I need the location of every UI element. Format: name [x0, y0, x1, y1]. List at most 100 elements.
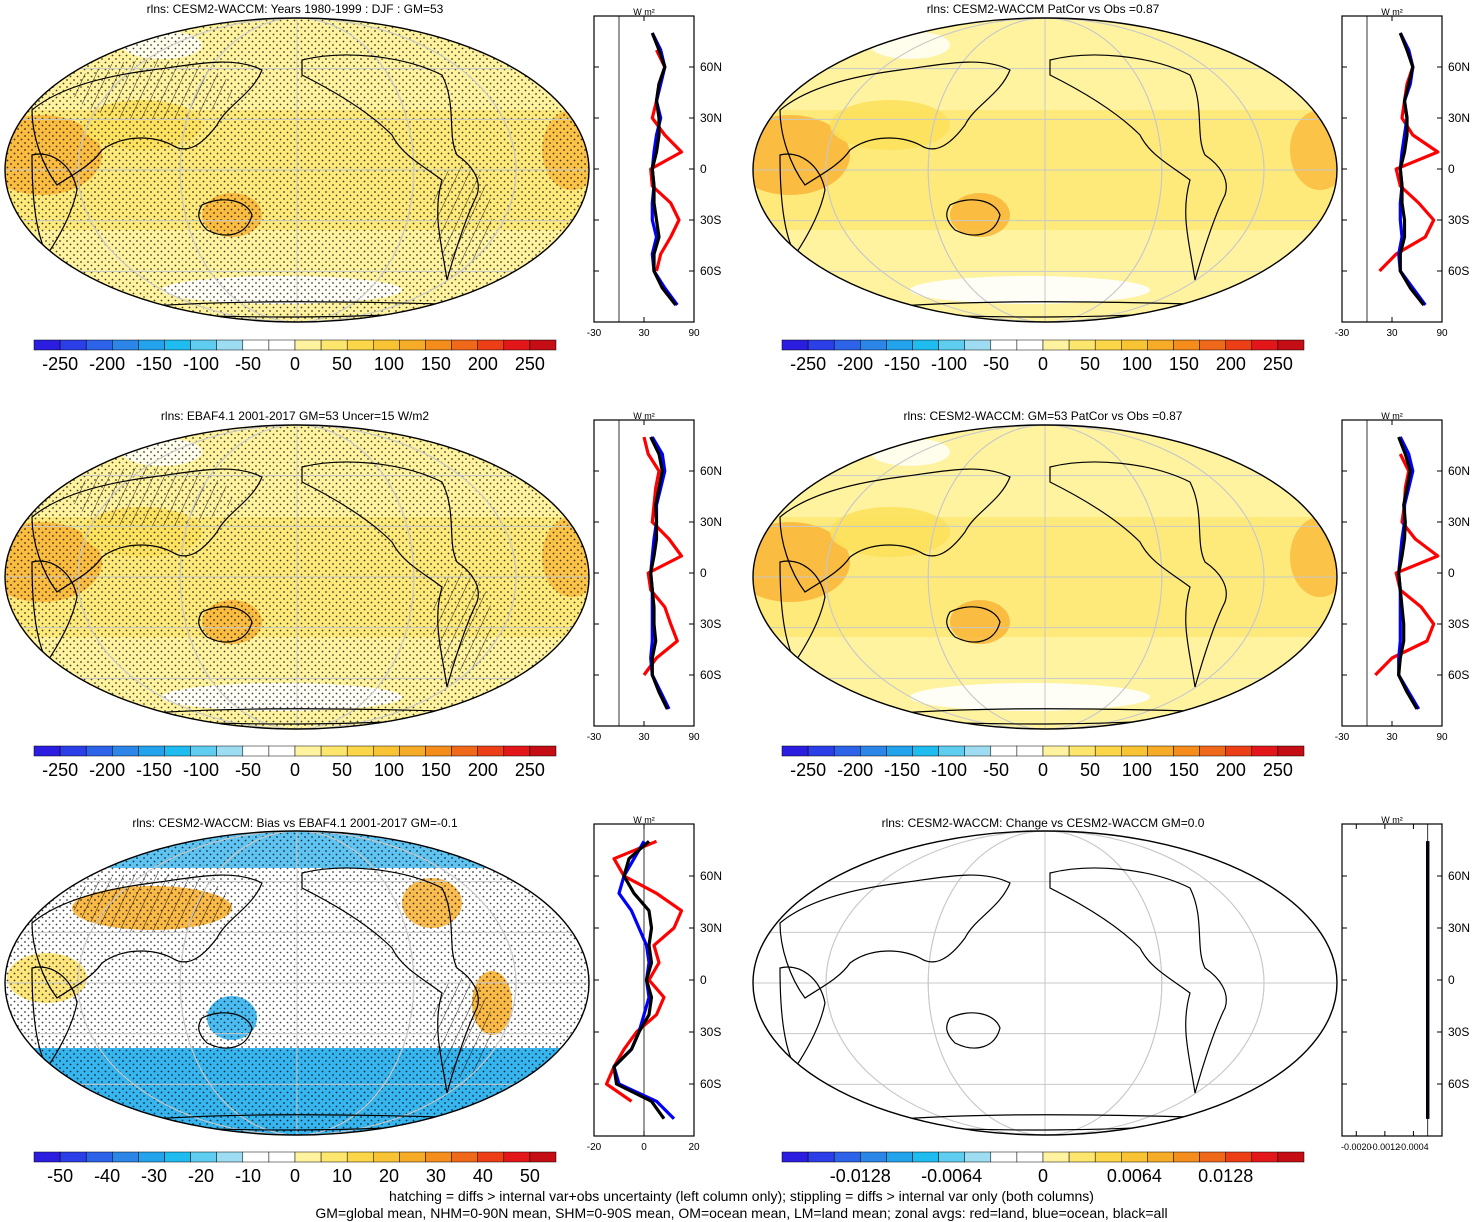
footer-note-1: hatching = diffs > internal var+obs unce… — [0, 1188, 1483, 1205]
colorbar-tick-label: 200 — [468, 760, 498, 780]
colorbar-tick-label: 20 — [379, 1166, 399, 1186]
colorbar-swatch — [1069, 340, 1095, 350]
colorbar-swatch — [373, 1152, 399, 1162]
colorbar-swatch — [1278, 1152, 1304, 1162]
zonal-y-tick-label: 0 — [700, 566, 707, 580]
colorbar-tick-label: 40 — [473, 1166, 493, 1186]
colorbar-swatch — [452, 340, 478, 350]
zonal-units-label: W m² — [1381, 411, 1403, 421]
map-title: rlns: CESM2-WACCM PatCor vs Obs =0.87 — [748, 2, 1338, 16]
colorbar-swatch — [1174, 1152, 1200, 1162]
colorbar-tick-label: 250 — [1263, 760, 1293, 780]
colorbar-swatch — [1017, 340, 1043, 350]
colorbar-tick-label: -0.0128 — [830, 1166, 891, 1186]
zonal-y-tick-label: 60S — [1448, 264, 1469, 278]
colorbar-swatch — [886, 1152, 912, 1162]
colorbar-swatch — [1095, 746, 1121, 756]
colorbar-tick-label: -20 — [188, 1166, 214, 1186]
zonal-y-tick-label: 60N — [700, 869, 722, 883]
zonal-frame — [594, 16, 694, 322]
zonal-y-tick-label: 30N — [1448, 515, 1470, 529]
colorbar-tick-label: 150 — [1169, 760, 1199, 780]
all-zonal-curve — [1400, 33, 1423, 305]
colorbar-tick-label: 0.0064 — [1107, 1166, 1162, 1186]
zonal-x-tick-label: 30 — [638, 732, 650, 743]
colorbar-swatch — [1095, 1152, 1121, 1162]
colorbar-swatch — [834, 746, 860, 756]
map-field — [750, 15, 1340, 325]
colorbar-swatch — [60, 1152, 86, 1162]
colorbar-swatch — [295, 340, 321, 350]
warm-region — [830, 100, 950, 150]
colorbar-swatch — [1043, 340, 1069, 350]
colorbar-tick-label: -250 — [42, 760, 78, 780]
colorbar-swatch — [269, 746, 295, 756]
colorbar-tick-label: -200 — [837, 760, 873, 780]
colorbar-tick-label: 100 — [1122, 760, 1152, 780]
zonal-x-tick-label: -30 — [1335, 328, 1350, 339]
zonal-x-tick-label: 0 — [641, 1142, 647, 1153]
colorbar-tick-label: -100 — [931, 354, 967, 374]
zonal-x-tick-label: 90 — [688, 328, 700, 339]
colorbar-swatch — [991, 746, 1017, 756]
zonal-x-tick-label: 30 — [1386, 328, 1398, 339]
colorbar-swatch — [1200, 1152, 1226, 1162]
colorbar-swatch — [886, 340, 912, 350]
colorbar-tick-label: -50 — [235, 354, 261, 374]
colorbar-swatch — [886, 746, 912, 756]
colorbar-tick-label: -250 — [42, 354, 78, 374]
zonal-x-tick-label: -30 — [587, 328, 602, 339]
zonal-x-tick-label: -0.0012 — [1370, 1142, 1401, 1152]
colorbar-swatch — [347, 340, 373, 350]
colorbar-swatch — [243, 1152, 269, 1162]
zonal-units-label: W m² — [633, 7, 655, 17]
colorbar-tick-label: -50 — [235, 760, 261, 780]
all-zonal-curve — [1399, 437, 1417, 709]
zonal-y-tick-label: 0 — [1448, 162, 1455, 176]
colorbar-tick-label: 50 — [1080, 760, 1100, 780]
colorbar-swatch — [34, 1152, 60, 1162]
zonal-x-tick-label: 90 — [688, 732, 700, 743]
colorbar-swatch — [939, 1152, 965, 1162]
map-plot — [750, 422, 1340, 732]
colorbar-tick-label: 100 — [1122, 354, 1152, 374]
zonal-y-tick-label: 60S — [700, 264, 721, 278]
colorbar-swatch — [965, 746, 991, 756]
colorbar-swatch — [426, 1152, 452, 1162]
colorbar-tick-label: 200 — [1216, 760, 1246, 780]
colorbar-tick-label: 100 — [374, 354, 404, 374]
colorbar-tick-label: 0.0128 — [1198, 1166, 1253, 1186]
colorbar-swatch — [60, 746, 86, 756]
zonal-y-tick-label: 30N — [1448, 921, 1470, 935]
colorbar-swatch — [1252, 746, 1278, 756]
colorbar-tick-label: 50 — [1080, 354, 1100, 374]
zonal-units-label: W m² — [633, 411, 655, 421]
zonal-y-tick-label: 30S — [1448, 213, 1469, 227]
colorbar-tick-label: -50 — [47, 1166, 73, 1186]
colorbar-swatch — [504, 746, 530, 756]
colorbar-swatch — [1121, 746, 1147, 756]
colorbar-swatch — [86, 1152, 112, 1162]
zonal-y-tick-label: 0 — [700, 162, 707, 176]
colorbar-tick-label: -200 — [89, 354, 125, 374]
colorbar-swatch — [504, 1152, 530, 1162]
zonal-y-tick-label: 60N — [700, 60, 722, 74]
zonal-frame — [1342, 16, 1442, 322]
colorbar-swatch — [269, 340, 295, 350]
colorbar-swatch — [965, 1152, 991, 1162]
colorbar-swatch — [1017, 746, 1043, 756]
zonal-y-tick-label: 60S — [1448, 1077, 1469, 1091]
ocean-zonal-curve — [652, 33, 677, 305]
zonal-y-tick-label: 30N — [1448, 111, 1470, 125]
zonal-y-tick-label: 60S — [1448, 668, 1469, 682]
zonal-x-tick-label: -30 — [1335, 732, 1350, 743]
colorbar-swatch — [373, 340, 399, 350]
colorbar-tick-label: 0 — [1038, 760, 1048, 780]
colorbar-tick-label: -150 — [136, 354, 172, 374]
